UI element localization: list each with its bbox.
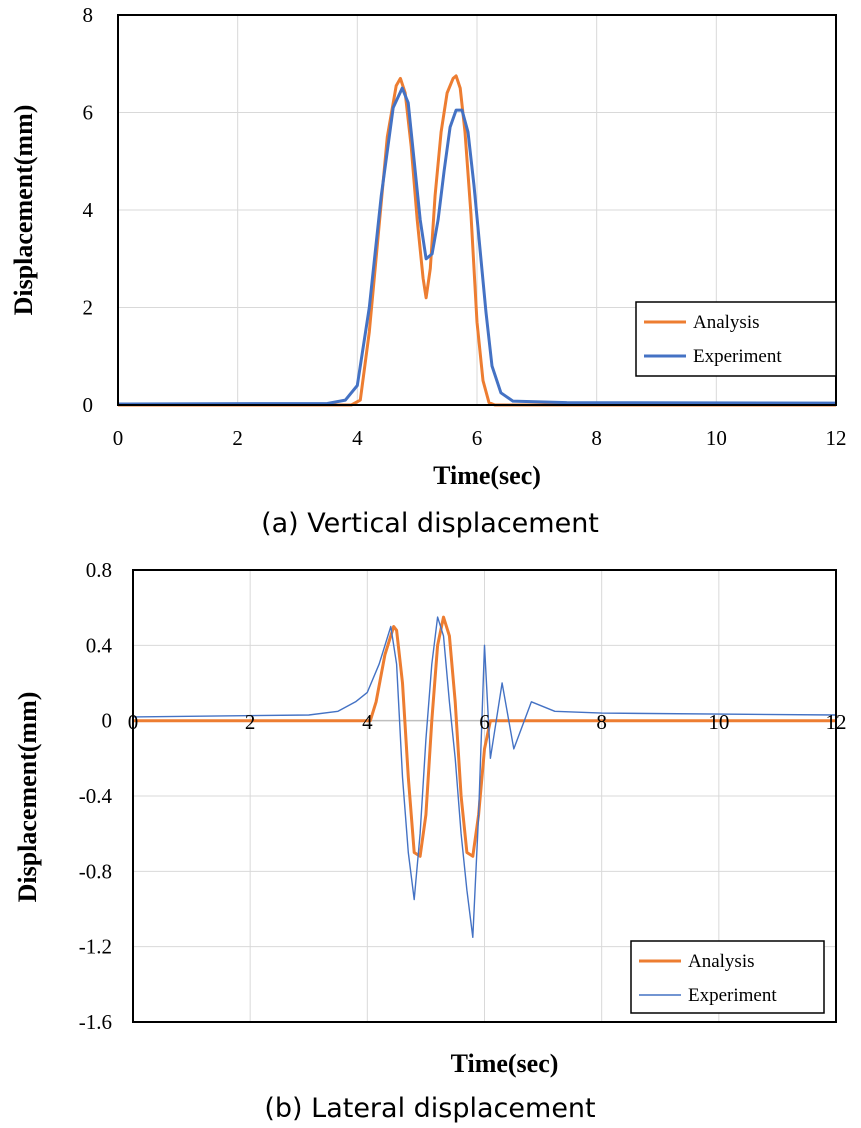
y-tick-label: 4 — [83, 198, 94, 222]
x-tick-label: 2 — [232, 426, 243, 450]
y-axis-label: Displacement(mm) — [9, 105, 38, 316]
x-tick-label: 6 — [472, 426, 483, 450]
vertical-displacement-chart: 0 2 4 6 8 10 12 0 2 4 6 8 Time(sec) Displacement(mm… — [9, 3, 847, 539]
legend-entry-analysis: Analysis — [693, 312, 760, 333]
x-tick-label: 12 — [826, 426, 847, 450]
x-tick-label: 4 — [352, 426, 363, 450]
y-axis-label: Displacement(mm) — [13, 692, 42, 903]
x-tick-label: 4 — [362, 710, 373, 734]
legend: Analysis Experiment — [630, 940, 825, 1014]
y-tick-label: -0.8 — [79, 859, 112, 883]
x-tick-label: 0 — [128, 710, 139, 734]
legend-entry-analysis: Analysis — [688, 951, 755, 972]
legend-entry-experiment: Experiment — [693, 346, 782, 367]
y-tick-label: 2 — [83, 296, 94, 320]
series-line-experiment — [132, 616, 837, 938]
caption: (a) Vertical displacement — [261, 508, 599, 539]
legend-box — [635, 301, 837, 377]
y-tick-label: 0 — [102, 709, 113, 733]
x-tick-label: 2 — [245, 710, 256, 734]
legend-box — [630, 940, 825, 1014]
legend: Analysis Experiment — [635, 301, 837, 377]
y-tick-label: -0.4 — [79, 784, 113, 808]
x-tick-label: 10 — [706, 426, 727, 450]
x-axis-label: Time(sec) — [451, 1049, 559, 1078]
y-tick-label: 6 — [83, 101, 94, 125]
x-tick-label: 10 — [708, 710, 729, 734]
plot-frame — [132, 569, 837, 1023]
y-tick-label: 0 — [83, 393, 94, 417]
y-tick-label: 0.4 — [86, 633, 113, 657]
caption: (b) Lateral displacement — [264, 1093, 595, 1124]
lateral-displacement-chart: 0 2 4 6 8 10 12 0.8 0.4 0 -0.4 -0.8 -1.2 -1.6 Time(se… — [13, 558, 847, 1124]
legend-entry-experiment: Experiment — [688, 985, 777, 1006]
x-tick-label: 0 — [113, 426, 124, 450]
x-tick-label: 6 — [479, 710, 490, 734]
x-tick-label: 12 — [826, 710, 847, 734]
y-tick-label: 8 — [83, 3, 94, 27]
y-tick-label: -1.2 — [79, 935, 112, 959]
x-tick-label: 8 — [596, 710, 607, 734]
y-tick-label: -1.6 — [79, 1010, 112, 1034]
y-tick-label: 0.8 — [86, 558, 112, 582]
x-axis-label: Time(sec) — [433, 461, 541, 490]
plot-frame — [117, 14, 837, 406]
series-line-experiment — [117, 86, 837, 406]
x-tick-label: 8 — [591, 426, 602, 450]
